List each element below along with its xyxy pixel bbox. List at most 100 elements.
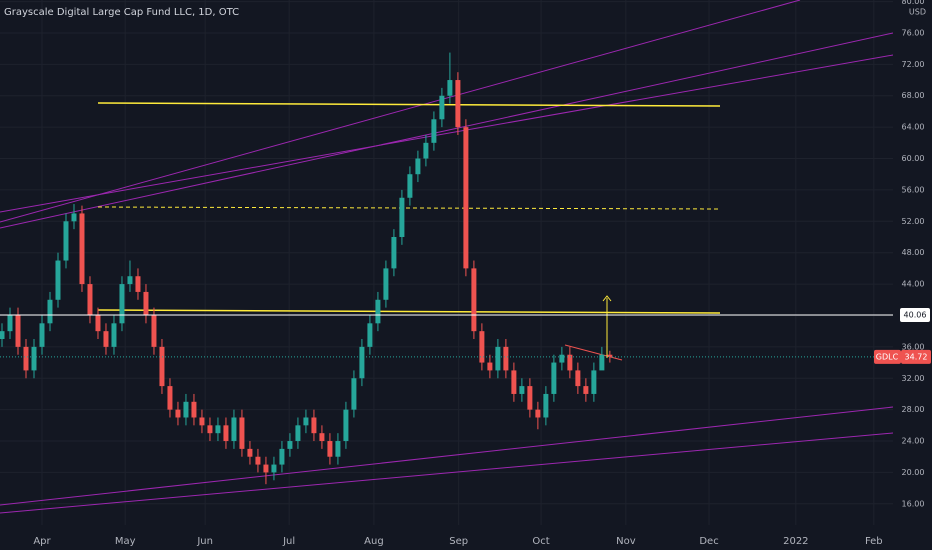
candle-body — [7, 315, 13, 332]
candle-body — [367, 323, 373, 347]
price-line-label: 40.06 — [904, 311, 927, 320]
candle-body — [591, 370, 597, 394]
price-line-tag — [900, 308, 930, 322]
candle-body — [551, 362, 557, 394]
y-tick-label: 44.00 — [902, 280, 925, 289]
x-tick-label: Dec — [699, 536, 718, 547]
candles — [0, 52, 893, 485]
candle-body — [431, 119, 437, 143]
candle-body — [15, 315, 21, 347]
candle-body — [599, 354, 605, 371]
candle-body — [447, 80, 453, 96]
candle-body — [311, 417, 317, 434]
candle-body — [47, 299, 53, 324]
y-tick-label: 52.00 — [902, 217, 925, 226]
candle-body — [543, 393, 549, 418]
candle-body — [423, 142, 429, 159]
candle-body — [351, 378, 357, 410]
candle-body — [119, 284, 125, 324]
candle-body — [31, 346, 37, 371]
y-tick-label: 28.00 — [902, 405, 925, 414]
candle-body — [215, 425, 221, 434]
trend-line — [564, 344, 623, 361]
candle-body — [527, 386, 533, 410]
horizontal-ray — [97, 309, 721, 314]
trend-line — [0, 54, 894, 213]
candle-body — [39, 323, 45, 347]
candle-body — [335, 441, 341, 457]
x-tick-label: Sep — [449, 536, 468, 547]
candle-body — [239, 417, 245, 449]
candle-body — [479, 331, 485, 363]
candle-body — [455, 80, 461, 128]
candle-body — [375, 299, 381, 324]
x-tick-label: Jun — [196, 536, 213, 547]
candle-body — [383, 268, 389, 300]
candle-body — [415, 158, 421, 175]
trend-line — [0, 432, 894, 514]
currency: USD — [909, 8, 926, 17]
candle-body — [247, 448, 253, 457]
candle-body — [327, 441, 333, 457]
y-tick-label: 60.00 — [902, 154, 925, 163]
y-tick-label: 24.00 — [902, 437, 925, 446]
candle-body — [407, 174, 413, 198]
candle-body — [127, 276, 133, 285]
x-tick-label: May — [115, 536, 136, 547]
candle-body — [471, 268, 477, 332]
arrow-head — [602, 295, 612, 302]
y-tick-label: 56.00 — [902, 185, 925, 194]
candle-body — [23, 346, 29, 371]
candle-body — [135, 276, 141, 292]
x-tick-label: Oct — [532, 536, 549, 547]
candle-body — [87, 284, 93, 316]
candle-body — [319, 433, 325, 442]
drawings — [0, 0, 894, 514]
last-price-tag — [901, 349, 931, 364]
candle-body — [167, 386, 173, 410]
candle-body — [295, 425, 301, 442]
candle-body — [207, 425, 213, 434]
candle-body — [0, 331, 5, 340]
x-tick-label: 2022 — [783, 536, 808, 547]
horizontal-ray — [97, 102, 721, 107]
candle-body — [575, 370, 581, 387]
y-tick-label: 64.00 — [902, 123, 925, 132]
y-tick-label: 76.00 — [902, 28, 925, 37]
candle-body — [399, 197, 405, 237]
candle-body — [559, 354, 565, 363]
chart-title: Grayscale Digital Large Cap Fund LLC, 1D… — [4, 7, 239, 18]
candle-body — [511, 370, 517, 394]
candle-body — [223, 425, 229, 442]
candle-body — [191, 401, 197, 418]
candle-body — [487, 362, 493, 371]
candle-body — [567, 354, 573, 371]
horizontal-ray — [97, 206, 721, 210]
candle-body — [71, 213, 77, 222]
time-axis — [0, 525, 932, 550]
candle-body — [495, 346, 501, 371]
candle-body — [255, 456, 261, 465]
y-tick-label: 20.00 — [902, 468, 925, 477]
candle-body — [55, 260, 61, 300]
candle-body — [183, 401, 189, 418]
trend-line — [0, 406, 894, 506]
y-tick-label: 48.00 — [902, 248, 925, 257]
candle-body — [271, 464, 277, 473]
y-tick-label: 80.00 — [902, 0, 925, 6]
candle-body — [263, 464, 269, 473]
x-tick-label: Nov — [616, 536, 636, 547]
price-axis — [893, 0, 932, 550]
candle-body — [79, 213, 85, 285]
candle-body — [111, 323, 117, 347]
candle-body — [159, 346, 165, 387]
candle-body — [607, 354, 613, 357]
symbol-tag — [874, 349, 901, 364]
x-tick-label: Jul — [282, 536, 295, 547]
grid — [0, 0, 893, 525]
candle-body — [519, 386, 525, 394]
candle-body — [175, 409, 181, 418]
candle-body — [95, 315, 101, 332]
x-tick-label: Aug — [364, 536, 384, 547]
